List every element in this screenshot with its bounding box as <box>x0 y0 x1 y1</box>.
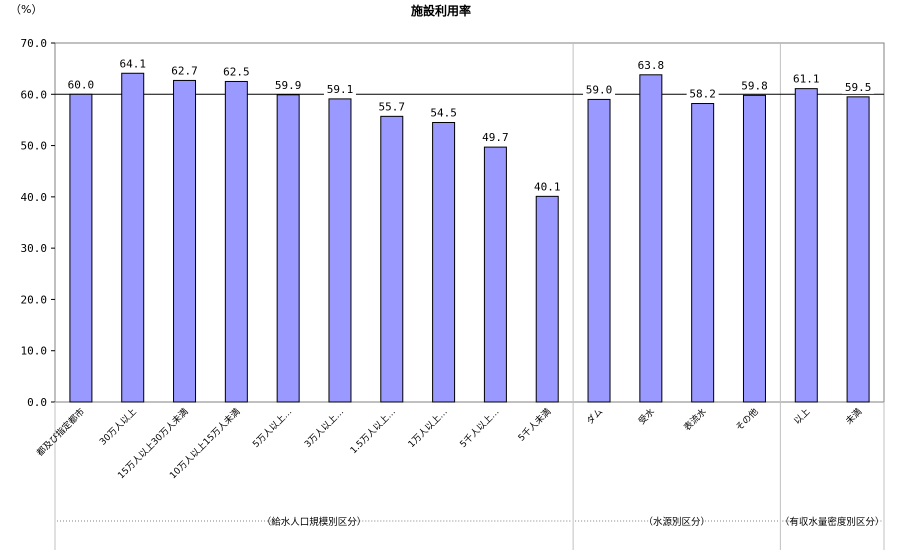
value-label: 49.7 <box>482 131 509 144</box>
bar <box>69 93 93 403</box>
bar <box>483 146 507 403</box>
value-label-bg <box>272 78 305 92</box>
value-label: 55.7 <box>379 100 406 113</box>
category-label: 5千人以上… <box>458 406 502 450</box>
bar <box>328 98 352 403</box>
y-tick-label: 30.0 <box>21 242 48 255</box>
plot-frame <box>54 42 885 403</box>
category-label: 以上 <box>792 406 813 427</box>
y-tick-label: 60.0 <box>21 88 48 101</box>
bar <box>380 115 404 403</box>
value-label-bg <box>116 57 149 71</box>
bar <box>587 98 611 403</box>
bar <box>121 72 145 403</box>
category-label: 受水 <box>636 406 657 427</box>
category-label: 3万人以上… <box>302 406 346 450</box>
bar <box>276 94 300 403</box>
value-label: 59.8 <box>741 79 768 92</box>
value-label-bg <box>738 79 771 93</box>
y-tick-label: 40.0 <box>21 191 48 204</box>
value-label-bg <box>479 131 512 145</box>
y-tick-label: 0.0 <box>27 396 47 409</box>
bar <box>173 79 197 403</box>
category-label: その他 <box>733 406 761 434</box>
value-label: 62.5 <box>223 65 250 78</box>
value-label-bg <box>168 64 201 78</box>
y-axis-label: （%） <box>10 3 42 16</box>
category-label: 1.5万人以上… <box>348 406 398 456</box>
value-label-bg <box>375 100 408 114</box>
value-label: 61.1 <box>793 73 820 86</box>
bar <box>742 94 766 403</box>
value-label-bg <box>583 83 616 97</box>
value-label: 62.7 <box>171 64 198 77</box>
value-label: 54.5 <box>430 106 457 119</box>
bar <box>639 74 663 403</box>
chart-title: 施設利用率 <box>411 3 471 18</box>
value-label-bg <box>531 180 564 194</box>
value-label-bg <box>323 82 356 96</box>
category-label: 未満 <box>843 406 864 427</box>
value-label: 60.0 <box>68 78 95 91</box>
value-label: 59.5 <box>845 81 872 94</box>
value-label: 59.1 <box>327 83 354 96</box>
category-label: ダム <box>584 406 605 427</box>
value-label: 58.2 <box>689 88 716 101</box>
bar <box>846 96 870 403</box>
bar <box>432 121 456 403</box>
value-label-bg <box>634 58 667 72</box>
bar <box>794 88 818 403</box>
value-label: 59.9 <box>275 79 302 92</box>
value-label: 64.1 <box>119 57 146 70</box>
y-tick-label: 50.0 <box>21 140 48 153</box>
category-label: 表流水 <box>681 406 709 434</box>
value-label: 40.1 <box>534 180 561 193</box>
value-label: 63.8 <box>638 59 665 72</box>
group-label: （給水人口規模別区分） <box>262 516 367 528</box>
value-label-bg <box>790 72 823 86</box>
value-label-bg <box>64 78 97 92</box>
group-label: （水源別区分） <box>643 516 710 528</box>
plot-area: 0.0 10.0 20.0 30.0 40.0 50.0 60.0 70.0 60.0 64.1 6… <box>21 37 885 550</box>
value-label-bg <box>220 65 253 79</box>
bar <box>224 80 248 403</box>
bar <box>535 195 559 403</box>
y-tick-label: 20.0 <box>21 293 48 306</box>
category-label: 都及び指定都市 <box>34 406 87 459</box>
value-label-bg <box>427 106 460 120</box>
y-tick-label: 70.0 <box>21 37 48 50</box>
value-label-bg <box>842 80 875 94</box>
category-label: 30万人以上 <box>98 406 139 447</box>
value-label-bg <box>686 87 719 101</box>
y-tick-label: 10.0 <box>21 345 48 358</box>
group-label: （有収水量密度別区分） <box>780 516 885 528</box>
category-label: 5万人以上… <box>251 406 295 450</box>
value-label: 59.0 <box>586 83 613 96</box>
category-label: 5千人未満 <box>515 406 553 444</box>
bar <box>691 103 715 403</box>
category-label: 1万人以上… <box>406 406 450 450</box>
